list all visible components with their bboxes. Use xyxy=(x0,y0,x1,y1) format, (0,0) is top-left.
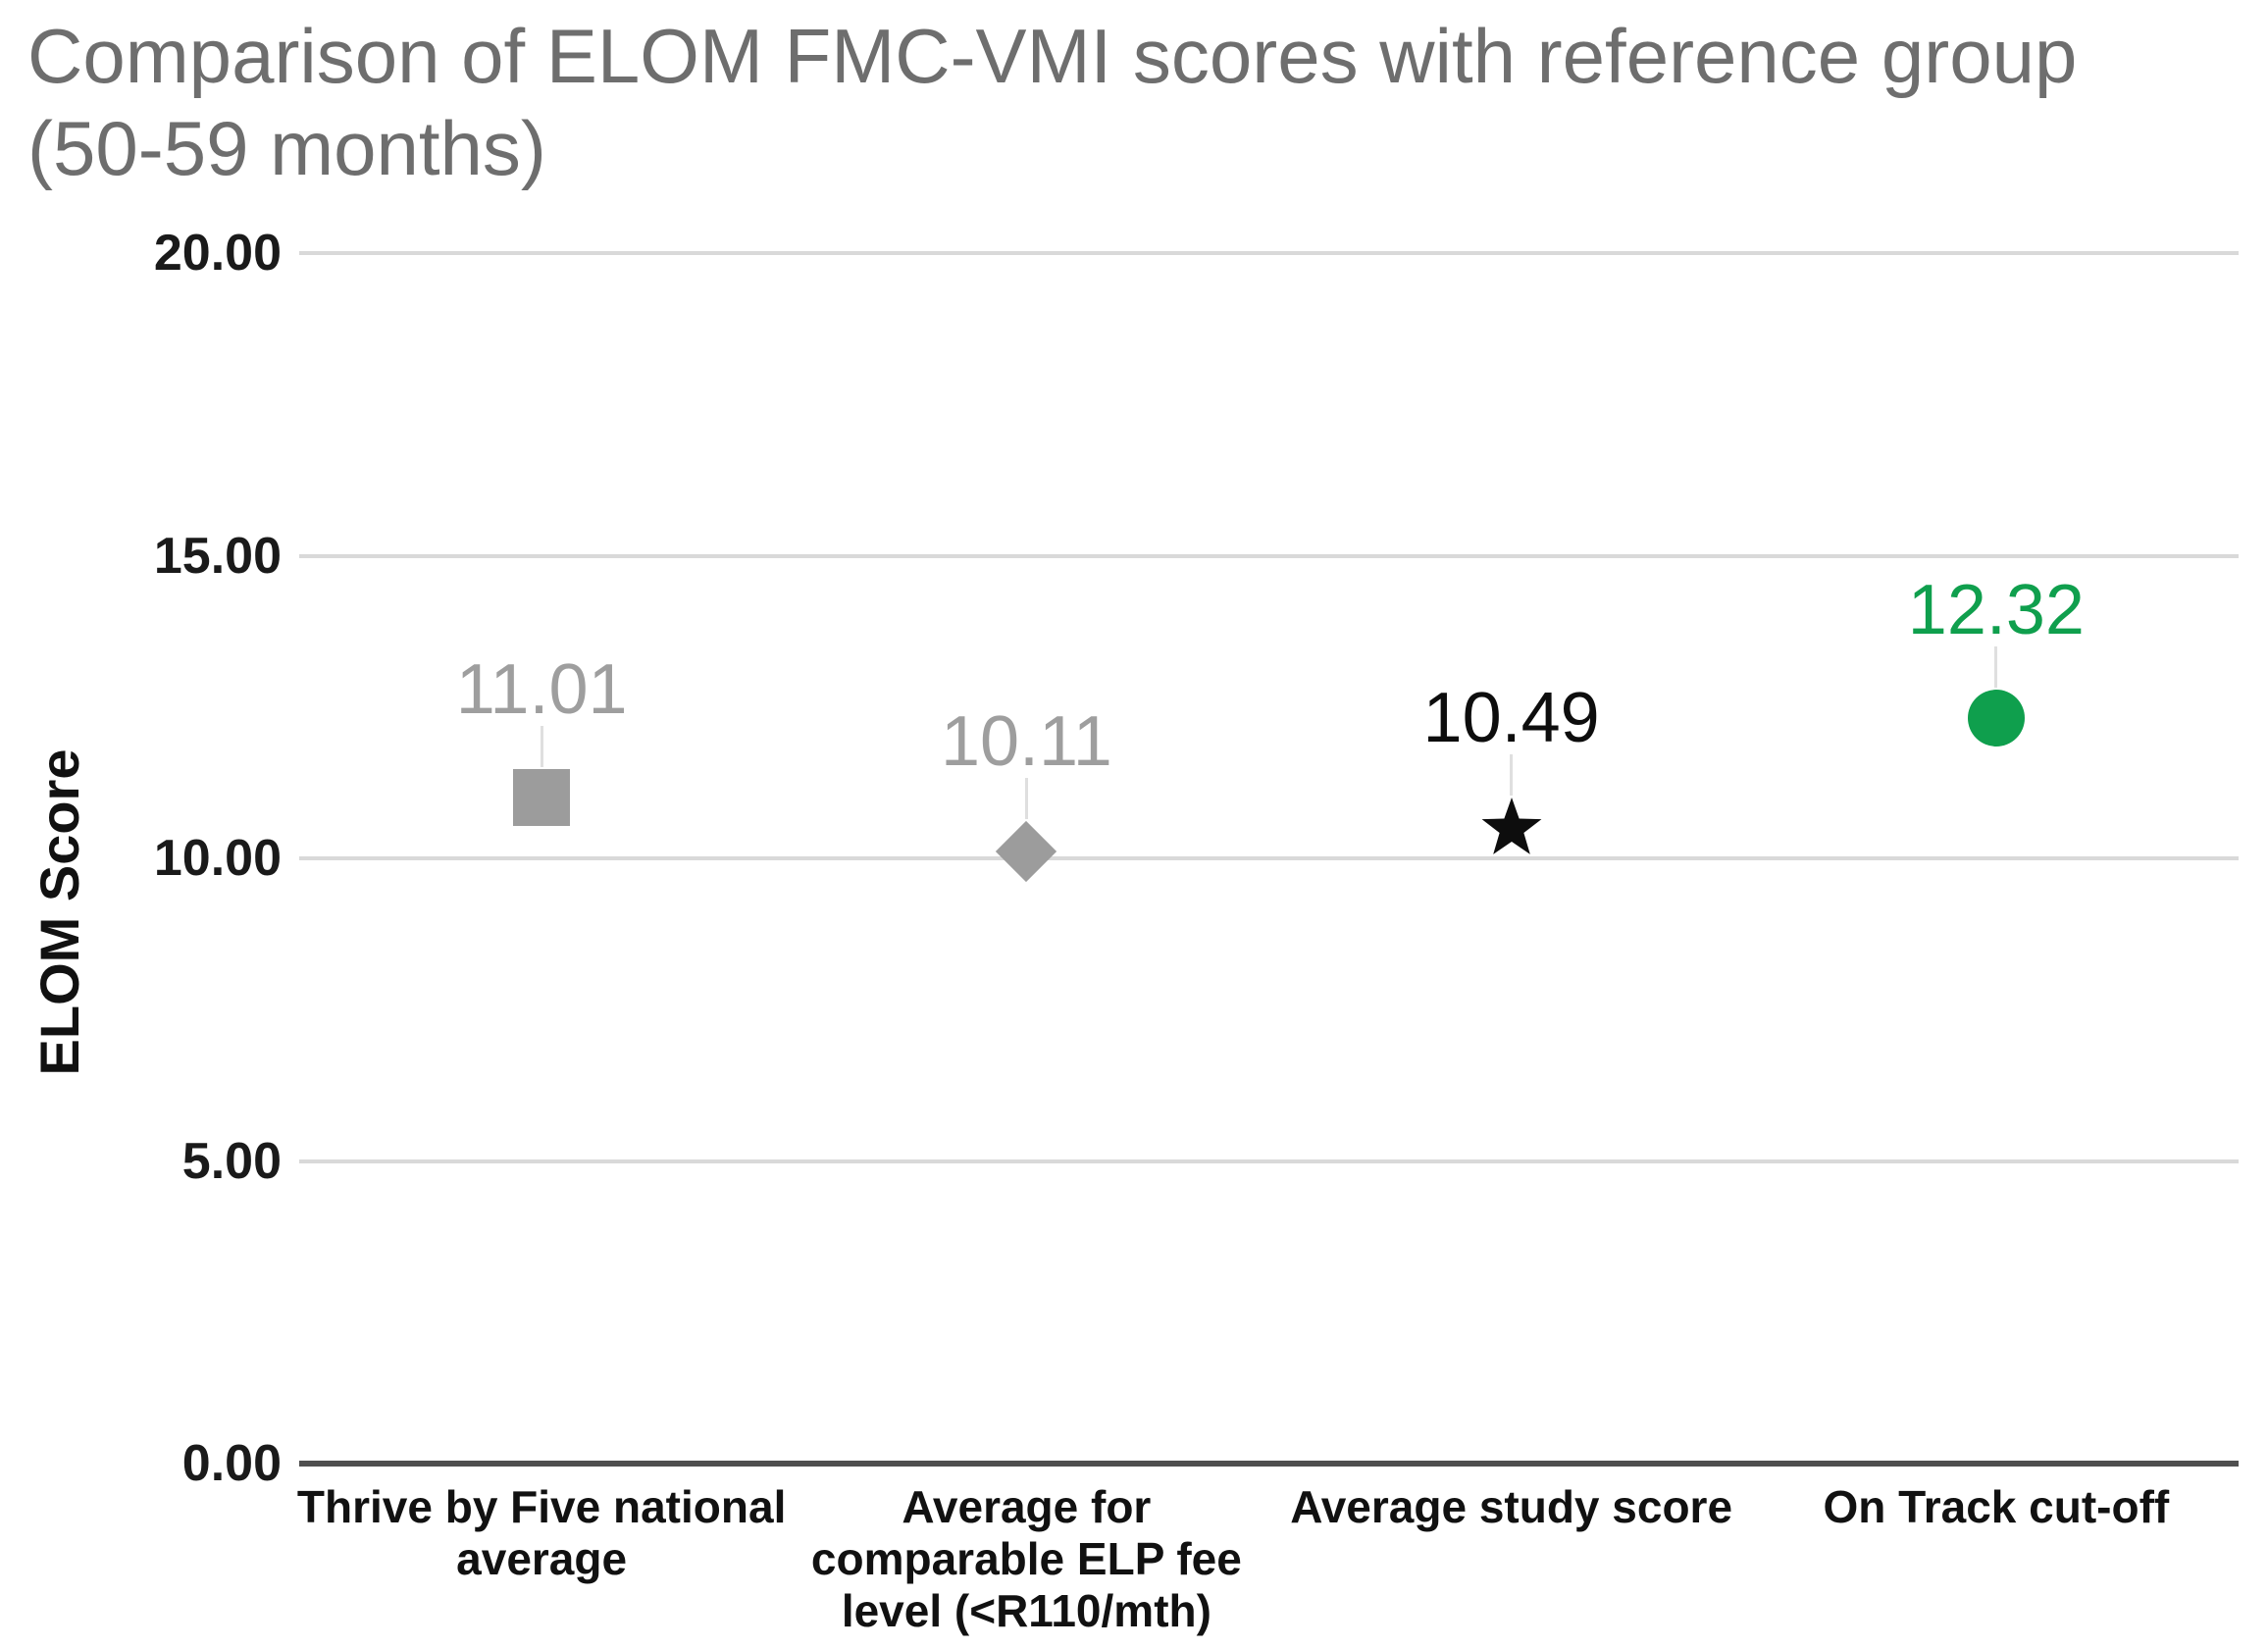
gridline xyxy=(299,856,2239,861)
y-tick-label: 5.00 xyxy=(181,1132,282,1190)
data-point-label: 10.49 xyxy=(1422,678,1600,757)
y-tick-label: 20.00 xyxy=(153,225,282,283)
x-category-label: Thrive by Five national average xyxy=(296,1481,787,1584)
data-point-label: 11.01 xyxy=(455,649,628,729)
chart-title: Comparison of ELOM FMC-VMI scores with r… xyxy=(27,13,2078,191)
x-category-label: On Track cut-off xyxy=(1823,1481,2170,1532)
marker-circle xyxy=(1967,690,2025,747)
y-tick-label: 10.00 xyxy=(153,830,282,888)
gridline xyxy=(299,1159,2239,1163)
gridline xyxy=(299,553,2239,558)
y-axis-title: ELOM Score xyxy=(28,748,90,1076)
gridline xyxy=(299,251,2239,256)
marker-star xyxy=(1478,796,1545,862)
data-point-label: 12.32 xyxy=(1907,571,2085,650)
label-leader-line xyxy=(1994,646,1998,689)
x-category-label: Average study score xyxy=(1290,1481,1733,1532)
data-point-label: 10.11 xyxy=(940,702,1112,782)
x-category-label: Average for comparable ELP fee level (<R… xyxy=(810,1481,1242,1636)
marker-diamond xyxy=(996,821,1057,883)
label-leader-line xyxy=(1510,753,1514,796)
marker-square xyxy=(513,768,571,826)
label-leader-line xyxy=(540,725,543,767)
y-tick-label: 0.00 xyxy=(181,1435,282,1492)
label-leader-line xyxy=(1024,778,1028,820)
y-tick-label: 15.00 xyxy=(153,527,282,585)
x-axis-line xyxy=(299,1461,2239,1467)
